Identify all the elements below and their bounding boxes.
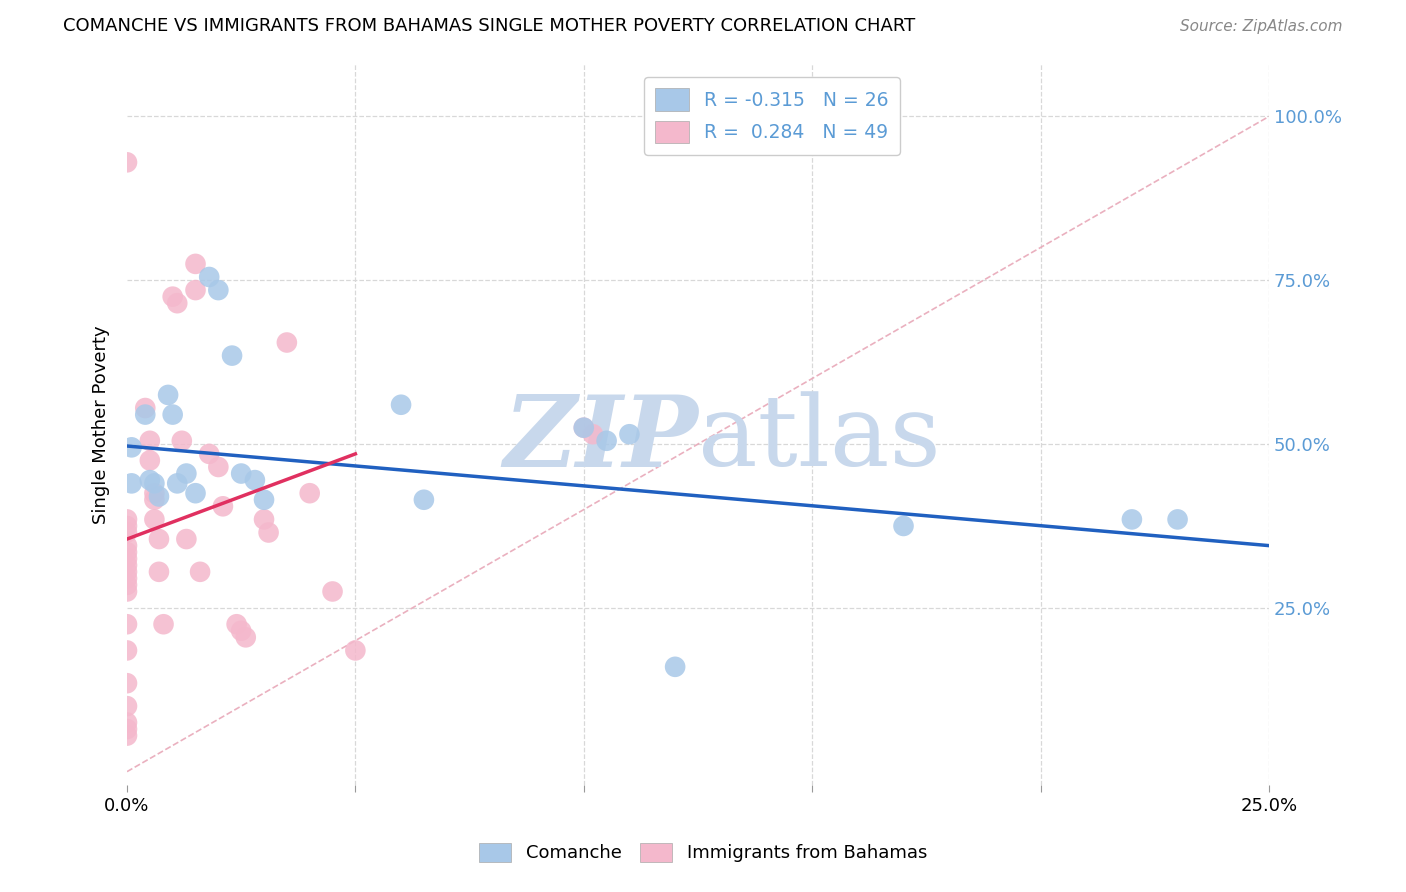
Point [572,420,595,434]
Point [115,715,138,730]
Point [176,532,198,546]
Point [166,476,188,491]
Y-axis label: Single Mother Poverty: Single Mother Poverty [93,325,110,524]
Point [115,676,138,690]
Text: COMANCHE VS IMMIGRANTS FROM BAHAMAS SINGLE MOTHER POVERTY CORRELATION CHART: COMANCHE VS IMMIGRANTS FROM BAHAMAS SING… [63,17,915,35]
Point [893,519,915,533]
Point [115,525,138,540]
Point [115,643,138,657]
Point [257,525,280,540]
Point [207,460,229,475]
Point [143,476,166,491]
Point [115,722,138,736]
Point [152,617,174,632]
Point [1121,512,1143,526]
Point [253,492,276,507]
Point [121,441,143,455]
Point [121,476,143,491]
Point [389,398,412,412]
Legend: R = -0.315   N = 26, R =  0.284   N = 49: R = -0.315 N = 26, R = 0.284 N = 49 [644,77,900,154]
Point [134,408,156,422]
Point [115,617,138,632]
Point [231,624,253,638]
Point [198,447,221,461]
Point [1167,512,1189,526]
Point [115,578,138,592]
Point [207,283,229,297]
Point [582,427,605,442]
Point [143,492,166,507]
Point [619,427,641,442]
Point [184,283,207,297]
Point [231,467,253,481]
Point [143,512,166,526]
Point [115,729,138,743]
Point [115,565,138,579]
Point [139,453,162,467]
Point [212,500,235,514]
Point [115,551,138,566]
Point [572,420,595,434]
Point [276,335,298,350]
Point [115,699,138,714]
Point [322,584,344,599]
Point [157,388,180,402]
Point [115,558,138,573]
Text: atlas: atlas [697,391,941,487]
Point [162,290,184,304]
Point [243,473,266,487]
Point [148,565,170,579]
Point [184,257,207,271]
Legend: Comanche, Immigrants from Bahamas: Comanche, Immigrants from Bahamas [471,836,935,870]
Point [115,512,138,526]
Point [162,408,184,422]
Point [344,643,367,657]
Point [664,660,686,674]
Point [115,539,138,553]
Point [143,486,166,500]
Point [139,473,162,487]
Point [235,631,257,645]
Point [115,155,138,169]
Point [148,532,170,546]
Text: Source: ZipAtlas.com: Source: ZipAtlas.com [1180,20,1343,34]
Point [115,519,138,533]
Point [134,401,156,415]
Point [115,584,138,599]
Point [170,434,193,448]
Point [115,571,138,585]
Point [298,486,321,500]
Text: ZIP: ZIP [503,391,697,487]
Point [184,486,207,500]
Point [166,296,188,310]
Point [595,434,617,448]
Point [139,434,162,448]
Point [198,270,221,285]
Point [115,545,138,559]
Point [221,349,243,363]
Point [253,512,276,526]
Point [412,492,434,507]
Point [188,565,211,579]
Point [225,617,247,632]
Point [148,490,170,504]
Point [176,467,198,481]
